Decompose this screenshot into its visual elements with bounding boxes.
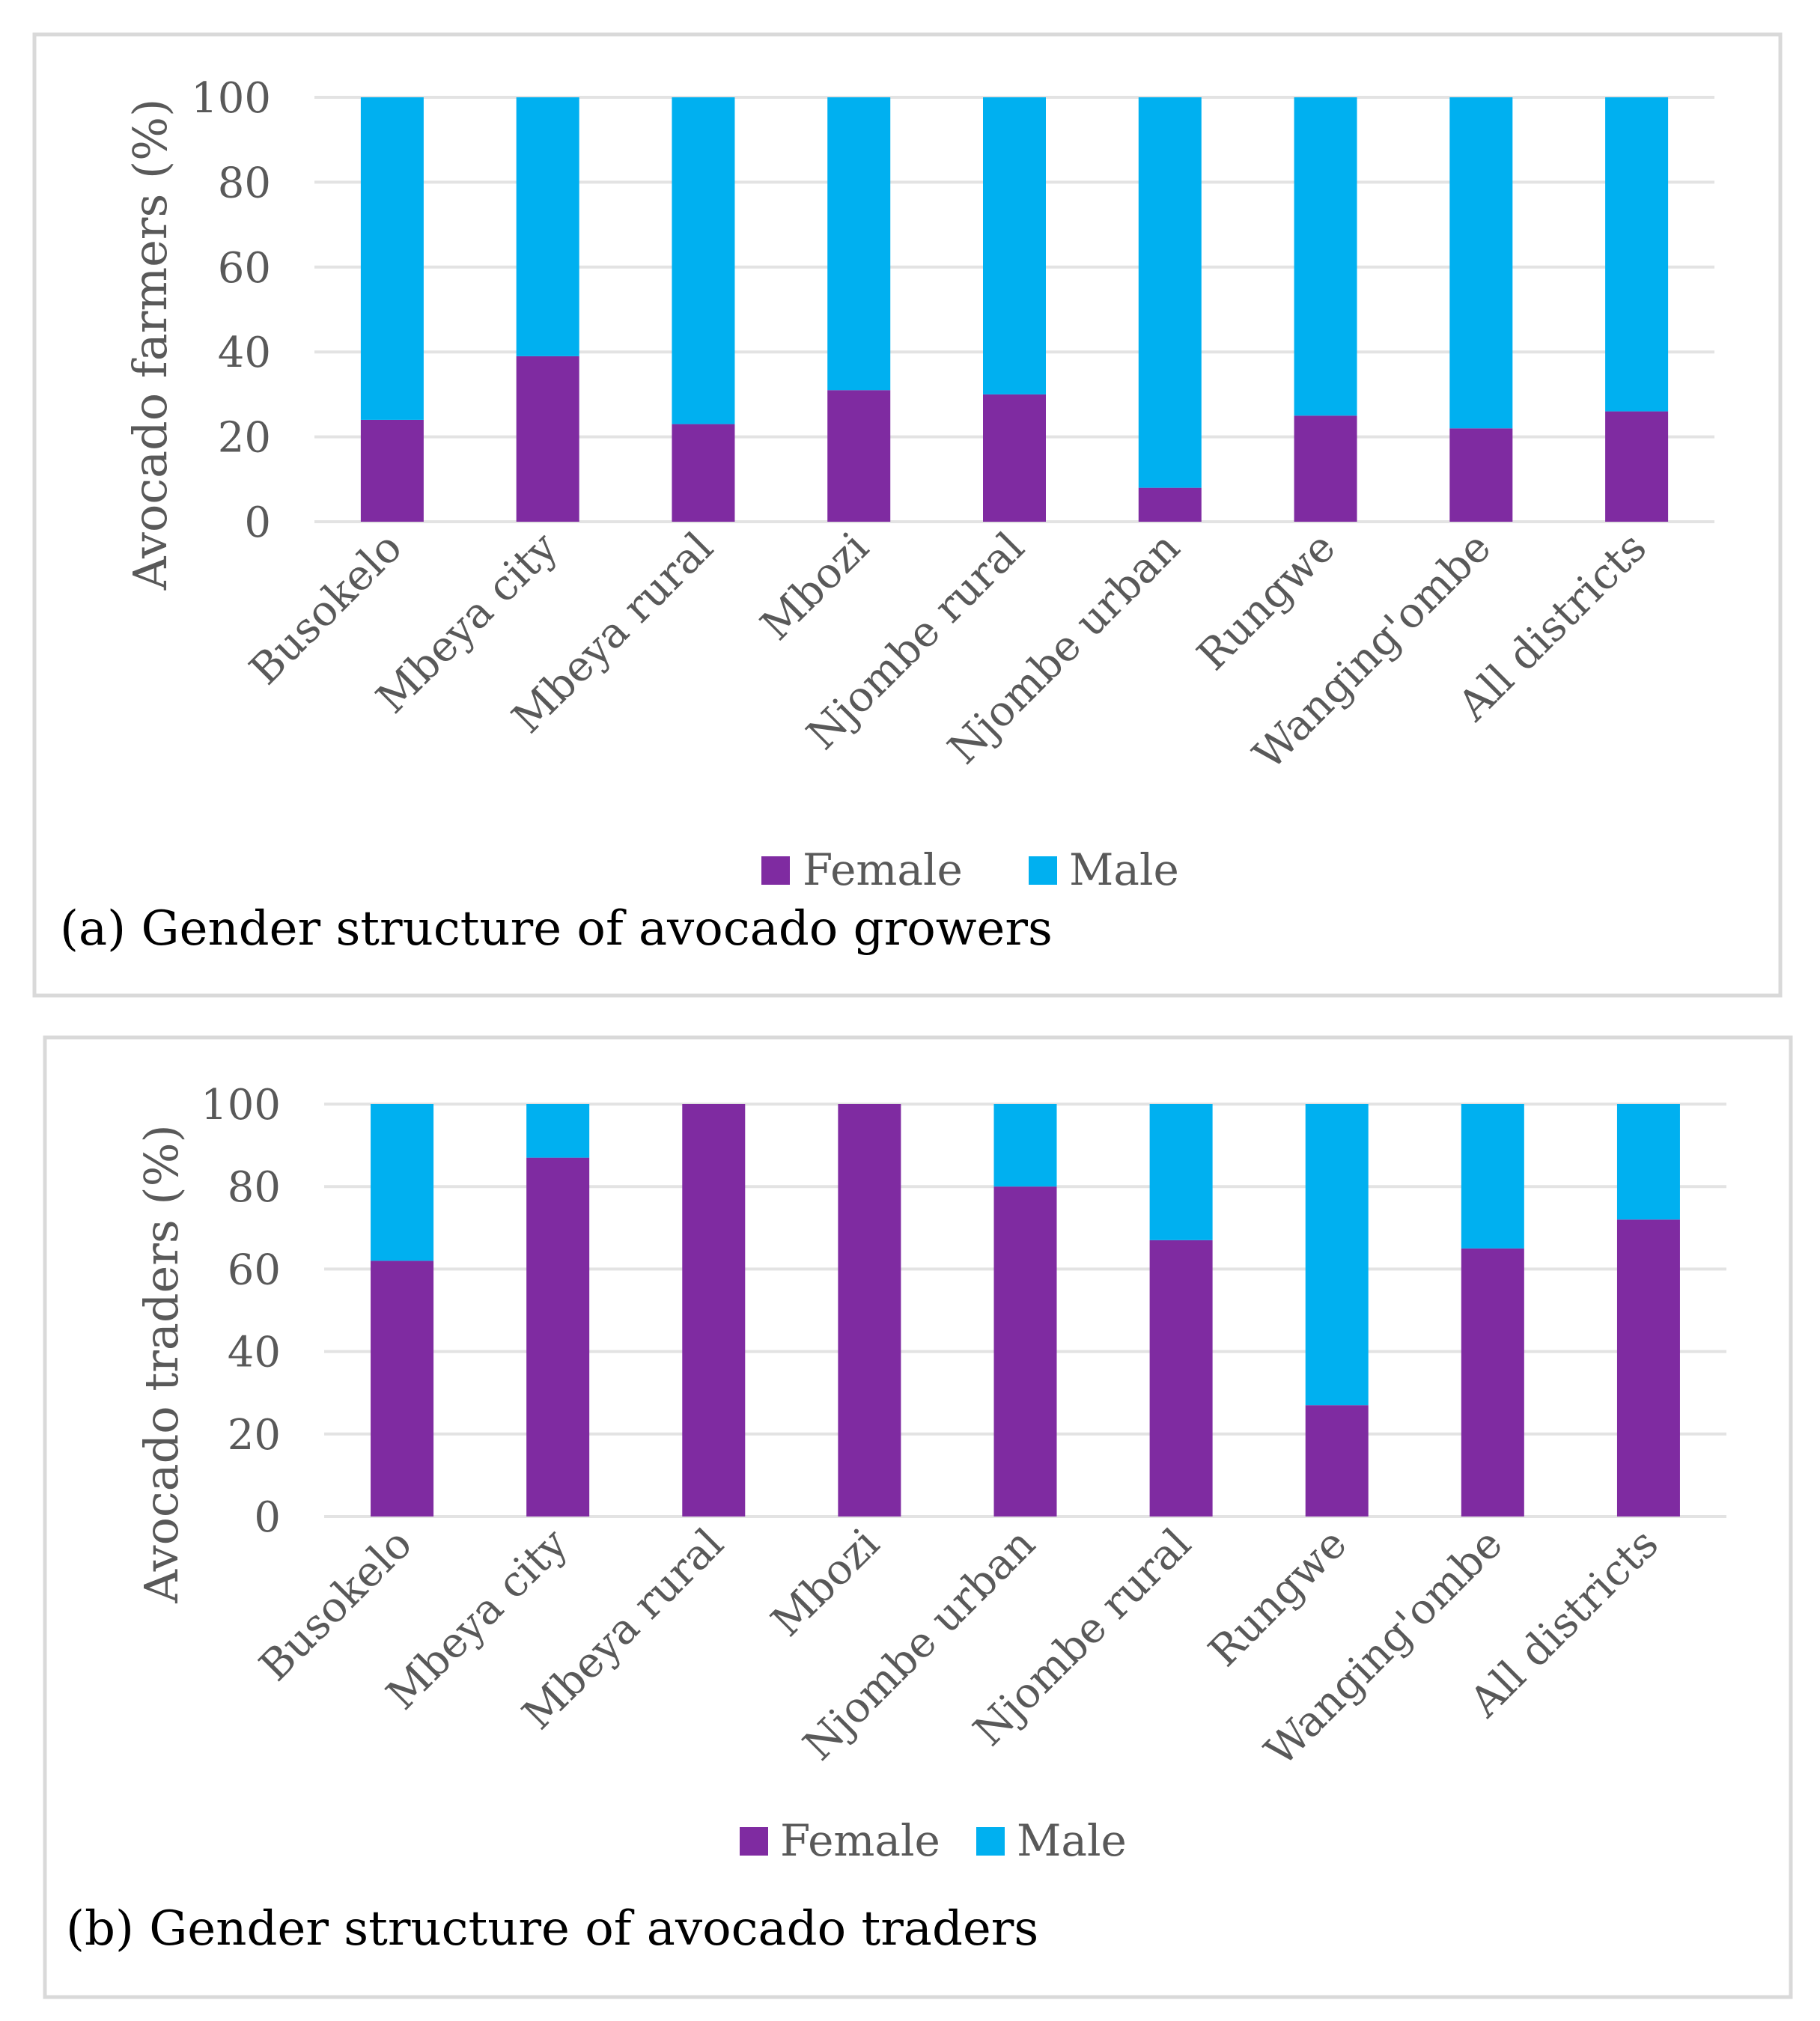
panel-b-y-axis-label: Avocado traders (%)	[134, 1124, 189, 1603]
panel-b-bar-wanging-ombe-male	[1461, 1104, 1524, 1249]
panel-a-legend: Female Male	[761, 844, 1179, 895]
panel-b-caption: (b) Gender structure of avocado traders	[66, 1901, 1038, 1957]
panel-a-legend-male-label: Male	[1069, 844, 1179, 895]
panel-b-y-tick-40: 40	[228, 1329, 281, 1377]
panel-b-bar-mbeya-city-male	[526, 1104, 590, 1158]
panel-a-bar-wanging-ombe-male	[1449, 97, 1513, 429]
panel-b-bar-rungwe-female	[1305, 1405, 1369, 1516]
panel-a-bar-rungwe-male	[1294, 97, 1357, 416]
panel-a-y-tick-40: 40	[218, 329, 271, 377]
panel-b-bar-mbeya-city-female	[526, 1157, 590, 1516]
panel-a-caption: (a) Gender structure of avocado growers	[60, 901, 1053, 957]
panel-a-y-tick-0: 0	[244, 499, 271, 547]
panel-a-bar-mbeya-city-male	[516, 97, 579, 356]
panel-b-y-ticks: 0 20 40 60 80 100	[201, 1081, 281, 1542]
panel-b-bar-njombe-rural-female	[1149, 1240, 1213, 1516]
panel-b-legend-female-label: Female	[780, 1815, 940, 1866]
panel-a-bar-mbozi-female	[827, 390, 891, 522]
panel-a-y-tick-20: 20	[218, 414, 271, 463]
panel-b-y-tick-100: 100	[201, 1081, 281, 1130]
panel-a-y-tick-60: 60	[218, 244, 271, 293]
panel-a-bar-mbeya-rural-female	[672, 424, 735, 522]
panel-b-y-tick-0: 0	[254, 1493, 281, 1542]
panel-a-y-tick-100: 100	[191, 74, 271, 123]
panel-b-bar-all-districts-male	[1616, 1104, 1680, 1220]
panel-a-bars	[360, 97, 1669, 522]
panel-a-bar-njombe-rural-female	[983, 394, 1046, 522]
panel-a-bar-mbeya-city-female	[516, 356, 579, 522]
panel-a-bar-wanging-ombe-female	[1449, 428, 1513, 522]
panel-a-y-ticks: 0 20 40 60 80 100	[191, 74, 271, 547]
panel-b-legend-male-label: Male	[1017, 1815, 1127, 1866]
panel-a-bar-rungwe-female	[1294, 415, 1357, 522]
panel-b-legend: Female Male	[740, 1815, 1127, 1866]
panel-b-legend-male-swatch	[976, 1827, 1005, 1856]
panel-a-bar-njombe-rural-male	[983, 97, 1046, 394]
panel-a-y-tick-80: 80	[218, 159, 271, 207]
panel-b-bar-njombe-rural-male	[1149, 1104, 1213, 1240]
panel-a-y-axis-label: Avocado farmers (%)	[123, 99, 177, 591]
panel-b-y-tick-60: 60	[228, 1246, 281, 1294]
panel-a-bar-mbeya-rural-male	[672, 97, 735, 424]
panel-a-bar-mbozi-male	[827, 97, 891, 391]
panel-a-bar-all-districts-female	[1605, 411, 1669, 522]
panel-b-legend-female-swatch	[740, 1827, 768, 1856]
panel-b-bar-mbozi-female	[838, 1104, 901, 1516]
panel-b-bar-wanging-ombe-female	[1461, 1248, 1524, 1516]
panel-a-bar-busokelo-female	[360, 419, 424, 522]
panel-a-bar-njombe-urban-male	[1138, 97, 1202, 488]
panel-b-bar-busokelo-male	[371, 1104, 434, 1261]
panel-b-y-tick-80: 80	[228, 1163, 281, 1212]
panel-b-bars	[371, 1104, 1680, 1516]
panel-a-bar-all-districts-male	[1605, 97, 1669, 412]
panel-a-bar-busokelo-male	[360, 97, 424, 420]
panel-b-bar-njombe-urban-female	[993, 1186, 1057, 1516]
panel-b-bar-njombe-urban-male	[993, 1104, 1057, 1187]
panel-b-bar-busokelo-female	[371, 1261, 434, 1516]
panel-a-bar-njombe-urban-female	[1138, 487, 1202, 522]
panel-a-legend-female-label: Female	[803, 844, 963, 895]
panel-a-legend-female-swatch	[761, 856, 790, 885]
panel-b-bar-all-districts-female	[1616, 1219, 1680, 1516]
panel-b-y-tick-20: 20	[228, 1411, 281, 1460]
panel-b-bar-rungwe-male	[1305, 1104, 1369, 1406]
panel-a-legend-male-swatch	[1029, 856, 1057, 885]
panel-b-bar-mbeya-rural-female	[682, 1104, 746, 1516]
